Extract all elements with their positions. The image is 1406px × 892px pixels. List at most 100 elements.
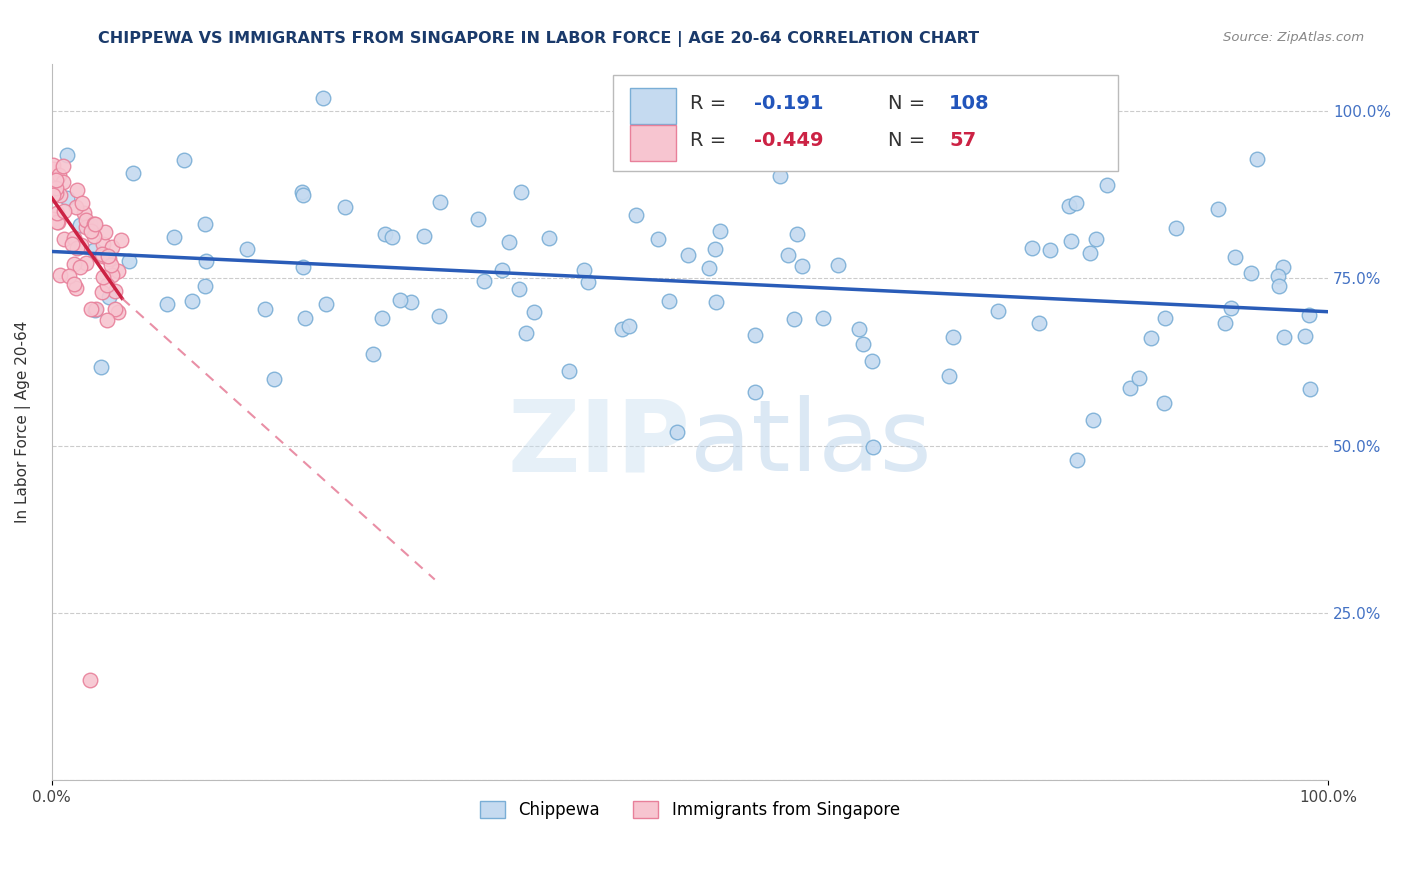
- Point: [860, 354, 883, 368]
- Point: [515, 326, 537, 341]
- Point: [173, 153, 195, 167]
- Point: [1267, 268, 1289, 283]
- Point: [472, 275, 495, 289]
- Point: [709, 224, 731, 238]
- Point: [704, 243, 727, 257]
- Point: [101, 268, 124, 282]
- Point: [56, 148, 79, 162]
- Point: [1119, 381, 1142, 395]
- Point: [42, 211, 65, 226]
- Point: [52, 160, 75, 174]
- Point: [1095, 178, 1118, 192]
- Point: [75, 219, 97, 234]
- Text: R =: R =: [690, 131, 727, 150]
- Text: N =: N =: [887, 94, 925, 113]
- Point: [333, 200, 356, 214]
- Point: [58, 268, 80, 283]
- Point: [1299, 382, 1322, 396]
- Point: [1294, 328, 1316, 343]
- Point: [83, 217, 105, 231]
- Point: [48, 188, 70, 202]
- Point: [576, 275, 599, 289]
- Point: [156, 297, 179, 311]
- Point: [236, 242, 259, 256]
- Point: [658, 293, 681, 308]
- Point: [84, 302, 107, 317]
- Point: [49, 268, 72, 282]
- Text: N =: N =: [887, 131, 925, 150]
- Point: [1064, 196, 1087, 211]
- Point: [1246, 152, 1268, 166]
- Point: [1080, 246, 1102, 260]
- Point: [291, 186, 314, 200]
- Point: [699, 261, 721, 276]
- Point: [90, 360, 112, 375]
- FancyBboxPatch shape: [630, 125, 676, 161]
- Point: [381, 230, 404, 244]
- Point: [399, 295, 422, 310]
- Point: [538, 231, 561, 245]
- Point: [83, 228, 105, 243]
- Point: [194, 217, 217, 231]
- Point: [91, 285, 114, 299]
- Text: ZIP: ZIP: [508, 395, 690, 492]
- Y-axis label: In Labor Force | Age 20-64: In Labor Force | Age 20-64: [15, 321, 31, 524]
- Point: [42, 162, 65, 177]
- Point: [862, 440, 884, 454]
- Point: [1066, 452, 1088, 467]
- Point: [856, 144, 879, 158]
- Point: [90, 247, 112, 261]
- Point: [52, 175, 75, 189]
- Point: [63, 257, 86, 271]
- Point: [1057, 199, 1080, 213]
- Point: [110, 233, 132, 247]
- Point: [1298, 308, 1320, 322]
- Point: [45, 215, 67, 229]
- Point: [666, 425, 689, 439]
- Point: [942, 330, 965, 344]
- Point: [121, 167, 143, 181]
- Point: [96, 277, 118, 292]
- FancyBboxPatch shape: [613, 75, 1118, 171]
- Point: [1028, 316, 1050, 330]
- Point: [98, 290, 121, 304]
- Point: [75, 213, 97, 227]
- Point: [107, 264, 129, 278]
- Point: [1268, 279, 1291, 293]
- Point: [315, 297, 337, 311]
- Point: [66, 183, 89, 197]
- Point: [80, 224, 103, 238]
- Point: [1067, 143, 1090, 157]
- Point: [1038, 243, 1060, 257]
- Point: [1153, 310, 1175, 325]
- Point: [987, 303, 1010, 318]
- Point: [79, 217, 101, 231]
- Point: [1271, 260, 1294, 275]
- Point: [790, 260, 813, 274]
- Point: [100, 258, 122, 272]
- Point: [1081, 413, 1104, 427]
- Text: -0.449: -0.449: [754, 131, 824, 150]
- Point: [509, 186, 531, 200]
- Point: [778, 248, 800, 262]
- Point: [194, 254, 217, 268]
- Legend: Chippewa, Immigrants from Singapore: Chippewa, Immigrants from Singapore: [474, 794, 907, 826]
- Point: [574, 263, 596, 277]
- Point: [617, 318, 640, 333]
- Point: [46, 215, 69, 229]
- Point: [374, 227, 396, 241]
- Point: [1272, 330, 1295, 344]
- Text: 108: 108: [949, 94, 990, 113]
- Point: [163, 230, 186, 244]
- Point: [291, 260, 314, 274]
- Point: [427, 309, 450, 323]
- Point: [60, 236, 83, 251]
- Point: [107, 305, 129, 319]
- Point: [389, 293, 412, 308]
- Point: [63, 231, 86, 245]
- Point: [371, 310, 394, 325]
- Point: [42, 188, 65, 202]
- Point: [91, 236, 114, 251]
- Point: [361, 347, 384, 361]
- Point: [45, 172, 67, 186]
